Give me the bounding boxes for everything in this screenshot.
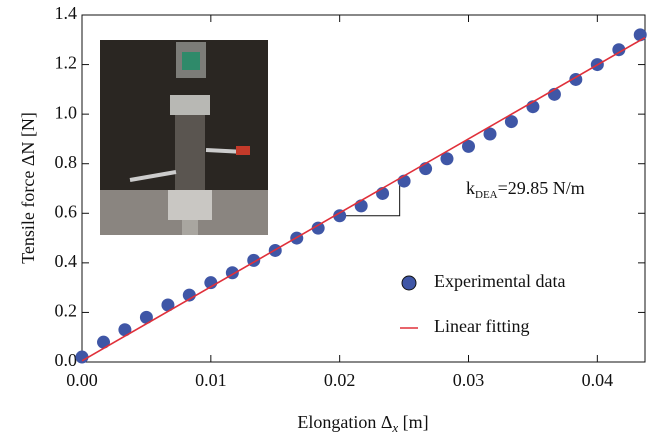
y-axis-label: Tensile force ΔN [N] (18, 112, 38, 264)
x-tick-label: 0.02 (324, 370, 356, 390)
y-tick-label: 0.6 (55, 201, 78, 221)
data-point (333, 209, 347, 223)
data-point (139, 310, 153, 324)
data-point (612, 43, 626, 57)
legend-label: Linear fitting (434, 316, 529, 336)
data-point (204, 276, 218, 290)
y-tick-label: 0.2 (55, 301, 78, 321)
data-point (182, 288, 196, 302)
x-tick-label: 0.04 (582, 370, 614, 390)
y-tick-label: 1.4 (55, 3, 78, 23)
data-point (118, 323, 132, 337)
data-point (440, 152, 454, 166)
data-point (483, 127, 497, 141)
data-point (161, 298, 175, 312)
x-axis-label: Elongation Δx [m] (297, 412, 428, 435)
plot-frame (81, 14, 646, 363)
data-point (461, 139, 475, 153)
y-tick-label: 0.0 (55, 350, 78, 370)
annotation-subscript: DEA (475, 189, 498, 201)
fit-line (81, 36, 646, 362)
data-point (504, 115, 518, 129)
x-label-unit: [m] (398, 412, 429, 432)
y-tick-label: 1.0 (55, 102, 78, 122)
x-tick-label: 0.01 (195, 370, 227, 390)
legend-label: Experimental data (434, 271, 565, 291)
slope-triangle (339, 178, 401, 217)
x-tick-label: 0.00 (66, 370, 98, 390)
data-point (311, 221, 325, 235)
annotation-symbol: k (466, 178, 475, 198)
inset-photo (100, 40, 268, 235)
annotation-text: =29.85 N/m (498, 178, 585, 198)
x-tick-label: 0.03 (453, 370, 485, 390)
y-tick-label: 0.8 (55, 152, 78, 172)
x-label-text: Elongation Δ (297, 412, 392, 432)
y-tick-label: 0.4 (55, 251, 78, 271)
data-point (75, 350, 89, 364)
y-tick-label: 1.2 (55, 53, 78, 73)
data-point (97, 335, 111, 349)
annotation: kDEA=29.85 N/m (466, 178, 585, 200)
x-label-subscript: x (391, 420, 398, 435)
legend-marker (401, 275, 417, 291)
